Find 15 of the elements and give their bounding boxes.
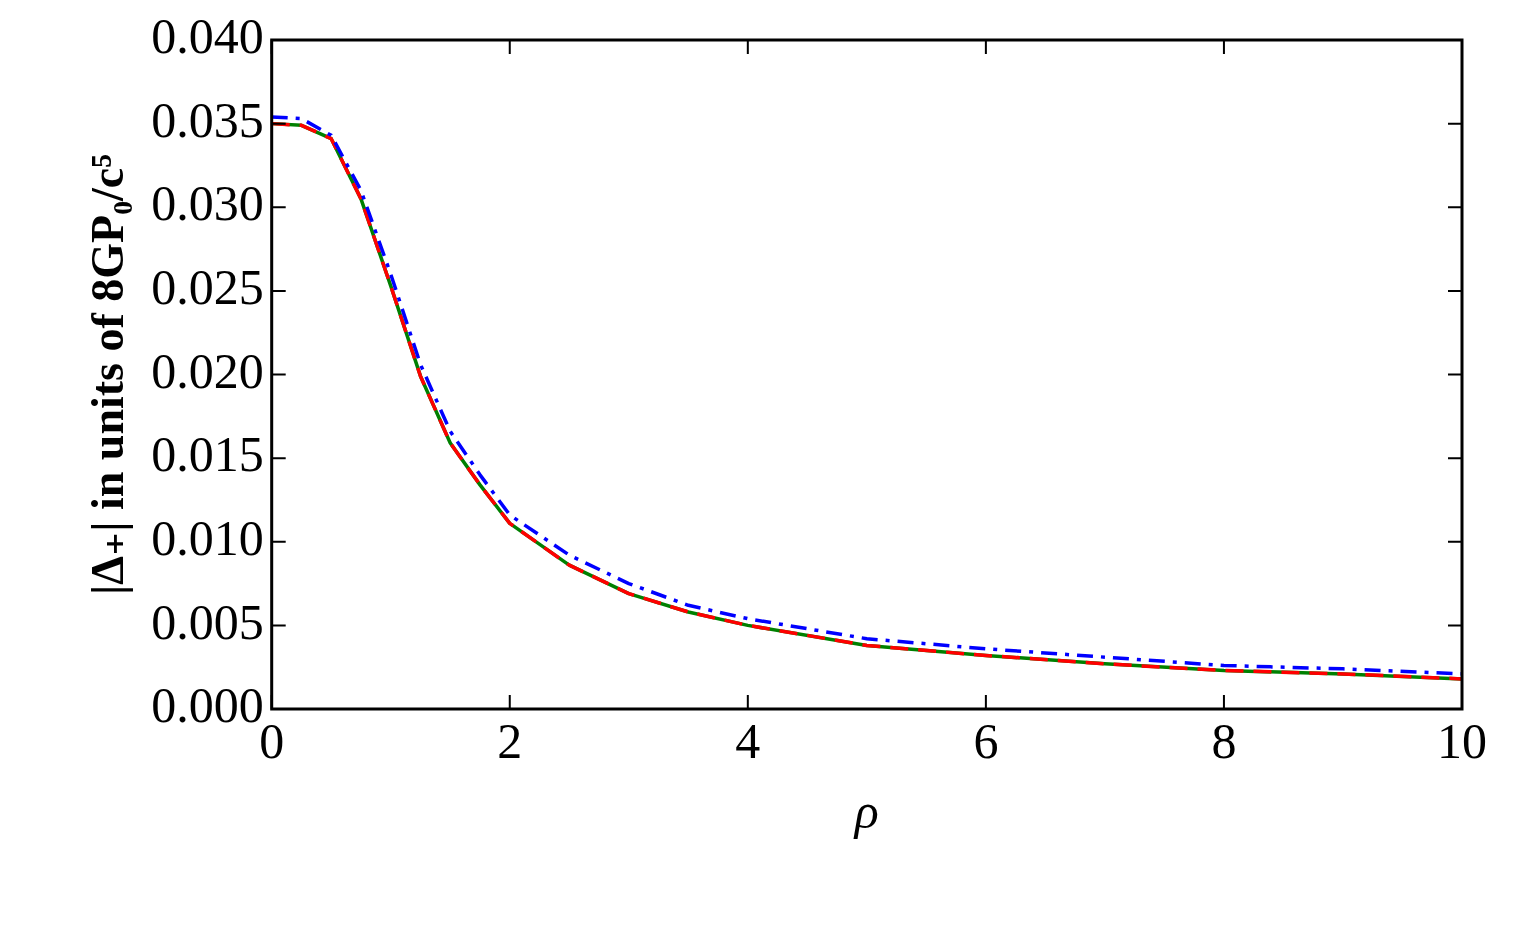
- y-tick-label: 0.005: [151, 593, 264, 650]
- x-tick-label: 8: [1211, 713, 1237, 770]
- y-tick-label: 0.020: [151, 342, 264, 399]
- y-tick-label: 0.030: [151, 175, 264, 232]
- x-tick-label: 4: [735, 713, 761, 770]
- y-tick-label: 0.025: [151, 259, 264, 315]
- x-tick-label: 10: [1437, 713, 1487, 770]
- x-tick-label: 6: [973, 713, 999, 770]
- y-tick-label: 0.010: [151, 509, 264, 566]
- y-tick-label: 0.015: [151, 426, 264, 483]
- x-tick-label: 2: [497, 713, 523, 770]
- x-axis-title: ρ: [852, 783, 879, 840]
- y-axis-title: |Δ₊| in units of 8GP₀/c⁵: [82, 154, 134, 595]
- y-tick-label: 0.040: [151, 8, 264, 65]
- y-tick-label: 0.035: [151, 91, 264, 148]
